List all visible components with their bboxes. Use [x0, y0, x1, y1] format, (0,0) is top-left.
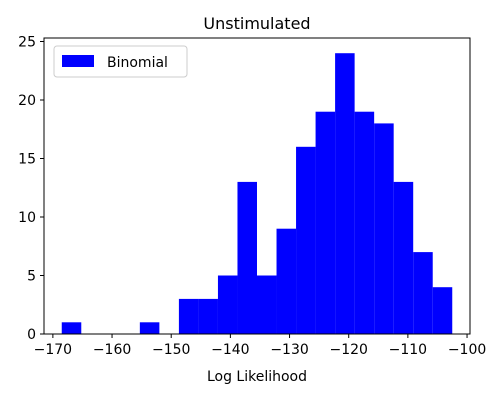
histogram-bar [139, 322, 160, 334]
y-tick-label: 10 [18, 210, 36, 226]
chart-title: Unstimulated [203, 14, 310, 33]
histogram-bar [178, 298, 199, 334]
x-tick-label: −160 [93, 342, 131, 358]
y-ticks: 0 5 10 15 20 25 [18, 35, 44, 343]
x-ticks: −170 −160 −150 −140 −130 −120 −110 −100 [34, 334, 486, 358]
x-tick-label: −100 [448, 342, 486, 358]
histogram-bar [432, 287, 453, 334]
x-tick-label: −130 [270, 342, 308, 358]
x-axis-label: Log Likelihood [207, 369, 307, 385]
y-tick-label: 15 [18, 152, 36, 168]
y-tick-label: 0 [27, 327, 36, 343]
histogram-bar [413, 252, 433, 334]
legend: Binomial [53, 45, 188, 78]
histogram-bar [276, 228, 297, 334]
legend-box [53, 45, 188, 78]
legend-label: Binomial [107, 55, 168, 71]
x-tick-label: −120 [329, 342, 367, 358]
histogram-bar [335, 53, 355, 335]
histogram-bar [393, 181, 414, 334]
legend-swatch [62, 55, 94, 67]
x-tick-label: −110 [389, 342, 427, 358]
y-tick-label: 20 [18, 93, 36, 109]
histogram-bar [315, 111, 336, 334]
histogram-bar [61, 322, 82, 334]
histogram-bar [257, 275, 277, 334]
y-tick-label: 25 [18, 35, 36, 51]
histogram-bar [217, 275, 238, 334]
histogram-bar [374, 123, 394, 335]
x-tick-label: −170 [34, 342, 72, 358]
histogram-bar [237, 181, 257, 334]
histogram-bar [354, 111, 375, 334]
x-tick-label: −140 [211, 342, 249, 358]
histogram-bar [198, 298, 218, 334]
y-tick-label: 5 [27, 269, 36, 285]
x-tick-label: −150 [152, 342, 190, 358]
axes-frame [43, 37, 471, 335]
histogram-bar [296, 146, 316, 334]
bars-group [61, 53, 453, 335]
